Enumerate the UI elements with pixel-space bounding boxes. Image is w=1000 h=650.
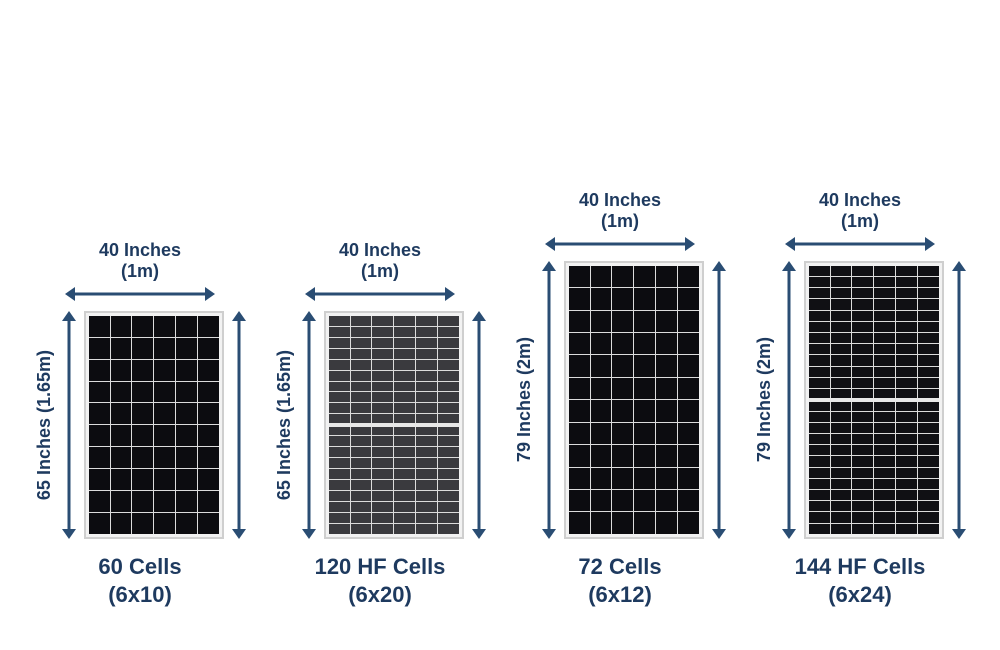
width-label: 40 Inches(1m) xyxy=(545,190,695,233)
solar-panel xyxy=(84,311,224,539)
panel-caption: 60 Cells(6x10) xyxy=(98,553,181,610)
height-arrow xyxy=(782,261,796,539)
height-label: 65 Inches (1.65m) xyxy=(274,350,296,500)
panel-caption: 144 HF Cells(6x24) xyxy=(795,553,926,610)
panel-group-72cell: 40 Inches(1m) 79 Inches (2m) 72 Cells(6x12… xyxy=(514,190,726,610)
caption-line2: (6x10) xyxy=(98,581,181,610)
caption-line2: (6x20) xyxy=(315,581,446,610)
caption-line2: (6x24) xyxy=(795,581,926,610)
height-arrow xyxy=(62,311,76,539)
solar-panel xyxy=(564,261,704,539)
cell-grid xyxy=(569,266,699,534)
height-label: 79 Inches (2m) xyxy=(754,337,776,462)
panel-comparison-diagram: 40 Inches(1m)65 Inches (1.65m)60 Cells(6… xyxy=(20,80,980,610)
panel-row: 79 Inches (2m) xyxy=(514,261,726,539)
caption-line1: 144 HF Cells xyxy=(795,553,926,582)
width-label-line2: (1m) xyxy=(65,261,215,283)
width-label: 40 Inches(1m) xyxy=(785,190,935,233)
height-arrow xyxy=(232,311,246,539)
height-label: 65 Inches (1.65m) xyxy=(34,350,56,500)
height-arrow xyxy=(952,261,966,539)
width-label-line1: 40 Inches xyxy=(785,190,935,212)
caption-line1: 120 HF Cells xyxy=(315,553,446,582)
width-label: 40 Inches(1m) xyxy=(305,240,455,283)
height-label: 79 Inches (2m) xyxy=(514,337,536,462)
width-label-line1: 40 Inches xyxy=(545,190,695,212)
cell-grid xyxy=(809,266,939,534)
panel-row: 65 Inches (1.65m) xyxy=(274,311,486,539)
height-arrow xyxy=(712,261,726,539)
width-label: 40 Inches(1m) xyxy=(65,240,215,283)
width-arrow xyxy=(785,237,935,251)
solar-panel xyxy=(324,311,464,539)
caption-line1: 60 Cells xyxy=(98,553,181,582)
cell-grid xyxy=(329,316,459,534)
panel-row: 79 Inches (2m) xyxy=(754,261,966,539)
panel-caption: 72 Cells(6x12) xyxy=(578,553,661,610)
cell-grid xyxy=(89,316,219,534)
caption-line1: 72 Cells xyxy=(578,553,661,582)
height-arrow xyxy=(472,311,486,539)
width-label-line2: (1m) xyxy=(305,261,455,283)
width-label-line2: (1m) xyxy=(785,211,935,233)
width-label-line2: (1m) xyxy=(545,211,695,233)
panel-group-60cell: 40 Inches(1m) 65 Inches (1.65m) 60 Cells(6… xyxy=(34,240,246,610)
panel-caption: 120 HF Cells(6x20) xyxy=(315,553,446,610)
panel-group-144hf: 40 Inches(1m)79 Inches (2m)144 HF Cells(… xyxy=(754,190,966,610)
panel-group-120hf: 40 Inches(1m) 65 Inches (1.65m) 120 HF Cel… xyxy=(274,240,486,610)
height-arrow xyxy=(302,311,316,539)
width-arrow xyxy=(65,287,215,301)
width-arrow xyxy=(545,237,695,251)
solar-panel xyxy=(804,261,944,539)
caption-line2: (6x12) xyxy=(578,581,661,610)
width-arrow xyxy=(305,287,455,301)
width-label-line1: 40 Inches xyxy=(65,240,215,262)
width-label-line1: 40 Inches xyxy=(305,240,455,262)
panel-row: 65 Inches (1.65m) xyxy=(34,311,246,539)
height-arrow xyxy=(542,261,556,539)
